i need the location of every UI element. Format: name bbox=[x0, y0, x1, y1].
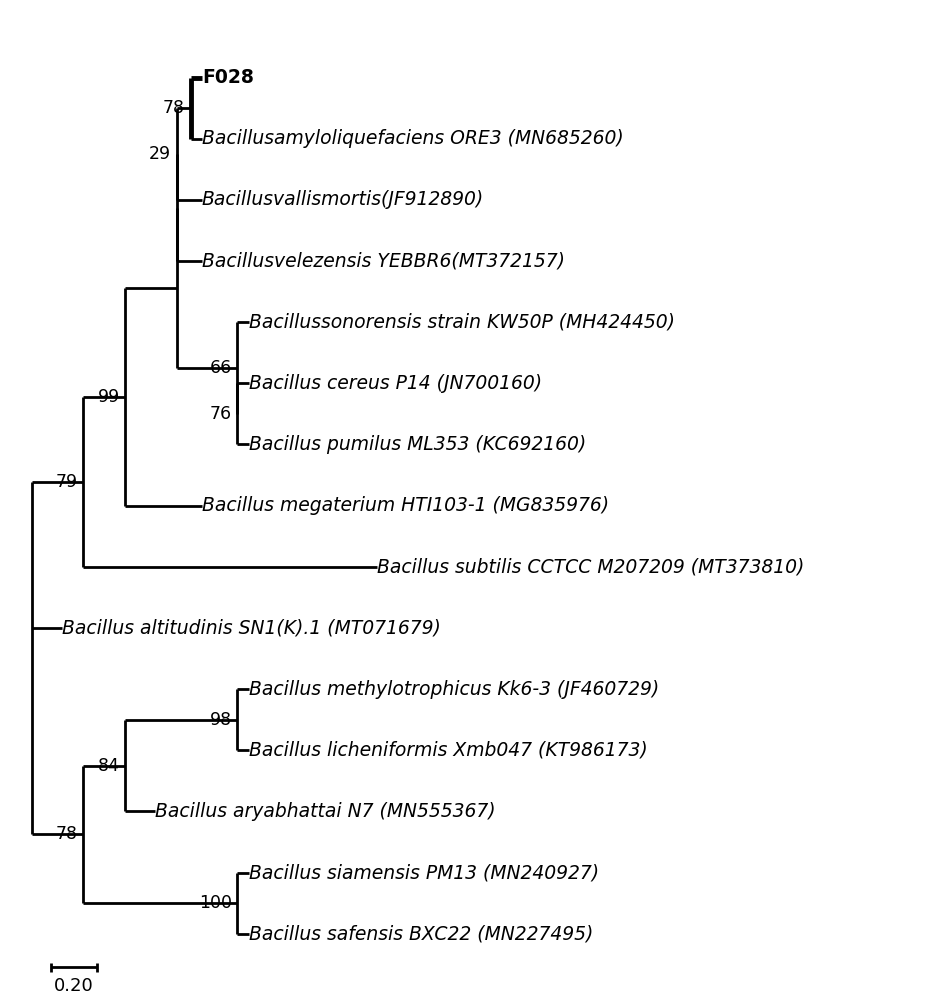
Text: Bacillus siamensis PM13 (MN240927): Bacillus siamensis PM13 (MN240927) bbox=[248, 863, 598, 882]
Text: 99: 99 bbox=[98, 388, 120, 406]
Text: Bacillus subtilis CCTCC M207209 (MT373810): Bacillus subtilis CCTCC M207209 (MT37381… bbox=[377, 557, 805, 576]
Text: Bacillus altitudinis SN1(K).1 (MT071679): Bacillus altitudinis SN1(K).1 (MT071679) bbox=[62, 618, 441, 637]
Text: 66: 66 bbox=[210, 359, 231, 377]
Text: Bacillus safensis BXC22 (MN227495): Bacillus safensis BXC22 (MN227495) bbox=[248, 924, 593, 943]
Text: Bacillus licheniformis Xmb047 (KT986173): Bacillus licheniformis Xmb047 (KT986173) bbox=[248, 741, 647, 760]
Text: 0.20: 0.20 bbox=[55, 977, 94, 995]
Text: Bacillus pumilus ML353 (KC692160): Bacillus pumilus ML353 (KC692160) bbox=[248, 435, 586, 454]
Text: Bacillus methylotrophicus Kk6-3 (JF460729): Bacillus methylotrophicus Kk6-3 (JF46072… bbox=[248, 680, 659, 699]
Text: 76: 76 bbox=[210, 405, 231, 423]
Text: 78: 78 bbox=[56, 825, 78, 843]
Text: 98: 98 bbox=[210, 711, 231, 729]
Text: Bacillus aryabhattai N7 (MN555367): Bacillus aryabhattai N7 (MN555367) bbox=[155, 802, 496, 821]
Text: F028: F028 bbox=[202, 68, 254, 87]
Text: Bacillusamyloliquefaciens ORE3 (MN685260): Bacillusamyloliquefaciens ORE3 (MN685260… bbox=[202, 129, 624, 148]
Text: 79: 79 bbox=[56, 473, 78, 491]
Text: 84: 84 bbox=[98, 757, 120, 775]
Text: 100: 100 bbox=[199, 894, 231, 912]
Text: Bacillusvallismortis(JF912890): Bacillusvallismortis(JF912890) bbox=[202, 190, 484, 209]
Text: Bacillussonorensis strain KW50P (MH424450): Bacillussonorensis strain KW50P (MH42445… bbox=[248, 313, 675, 332]
Text: Bacillus megaterium HTI103-1 (MG835976): Bacillus megaterium HTI103-1 (MG835976) bbox=[202, 496, 609, 515]
Text: Bacillus cereus P14 (JN700160): Bacillus cereus P14 (JN700160) bbox=[248, 374, 542, 393]
Text: 29: 29 bbox=[149, 145, 171, 163]
Text: Bacillusvelezensis YEBBR6(MT372157): Bacillusvelezensis YEBBR6(MT372157) bbox=[202, 252, 565, 271]
Text: 78: 78 bbox=[163, 99, 185, 117]
